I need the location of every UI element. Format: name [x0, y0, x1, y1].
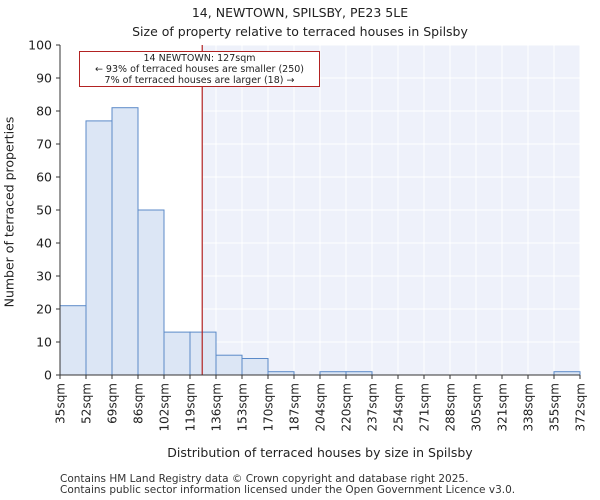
x-tick-label-35sqm: 35sqm — [54, 383, 68, 424]
bar-86sqm — [137, 209, 165, 376]
y-axis-label: Number of terraced properties — [1, 116, 17, 308]
x-tick-label-338sqm: 338sqm — [522, 383, 536, 431]
x-tick-label-372sqm: 372sqm — [574, 383, 588, 431]
x-tick-label-86sqm: 86sqm — [132, 383, 146, 424]
x-tick-label-119sqm: 119sqm — [184, 383, 198, 431]
x-tick-label-153sqm: 153sqm — [236, 383, 250, 431]
x-tick-label-136sqm: 136sqm — [210, 383, 224, 431]
bar-153sqm — [241, 358, 269, 376]
y-tick-label-80: 80 — [36, 104, 52, 119]
x-tick-label-288sqm: 288sqm — [444, 383, 458, 431]
y-tick-label-70: 70 — [36, 137, 52, 152]
bar-136sqm — [215, 354, 243, 376]
y-tick-label-20: 20 — [36, 302, 52, 317]
x-axis-label: Distribution of terraced houses by size … — [167, 445, 473, 460]
x-tick-label-220sqm: 220sqm — [340, 383, 354, 431]
y-tick-label-10: 10 — [36, 335, 52, 350]
x-tick-label-52sqm: 52sqm — [80, 383, 94, 424]
x-tick-label-305sqm: 305sqm — [470, 383, 484, 431]
bar-69sqm — [111, 107, 139, 376]
y-tick-label-0: 0 — [44, 368, 52, 383]
footer-licence: Contains public sector information licen… — [60, 484, 516, 496]
annotation-line-3: 7% of terraced houses are larger (18) → — [104, 75, 295, 86]
y-tick-label-90: 90 — [36, 71, 52, 86]
y-tick-label-40: 40 — [36, 236, 52, 251]
annotation-box: 14 NEWTOWN: 127sqm ← 93% of terraced hou… — [79, 51, 320, 87]
bar-52sqm — [85, 120, 113, 376]
x-tick-label-102sqm: 102sqm — [158, 383, 172, 431]
chart-title: Size of property relative to terraced ho… — [132, 24, 468, 39]
y-tick-label-50: 50 — [36, 203, 52, 218]
x-tick-label-271sqm: 271sqm — [418, 383, 432, 431]
y-tick-label-60: 60 — [36, 170, 52, 185]
x-tick-label-254sqm: 254sqm — [392, 383, 406, 431]
chart-title-address: 14, NEWTOWN, SPILSBY, PE23 5LE — [191, 5, 409, 20]
x-tick-label-204sqm: 204sqm — [314, 383, 328, 431]
bar-119sqm — [189, 331, 217, 376]
bar-35sqm — [59, 305, 87, 376]
x-tick-label-321sqm: 321sqm — [496, 383, 510, 431]
annotation-line-1: 14 NEWTOWN: 127sqm — [143, 53, 256, 64]
annotation-line-2: ← 93% of terraced houses are smaller (25… — [94, 64, 305, 75]
footer-copyright: Contains HM Land Registry data © Crown c… — [60, 473, 469, 485]
x-tick-label-187sqm: 187sqm — [288, 383, 302, 431]
x-tick-label-355sqm: 355sqm — [548, 383, 562, 431]
x-tick-label-237sqm: 237sqm — [366, 383, 380, 431]
bar-102sqm — [163, 331, 191, 376]
x-tick-label-69sqm: 69sqm — [106, 383, 120, 424]
y-tick-label-30: 30 — [36, 269, 52, 284]
y-tick-label-100: 100 — [28, 38, 52, 53]
x-tick-label-170sqm: 170sqm — [262, 383, 276, 431]
